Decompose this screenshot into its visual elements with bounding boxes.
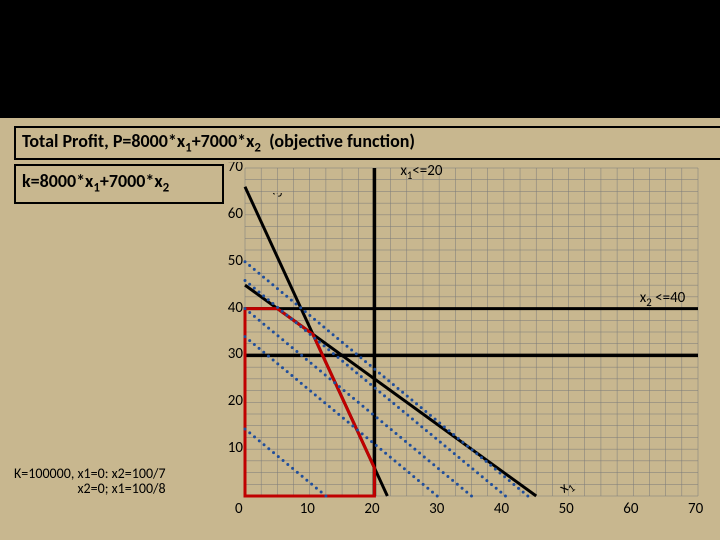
k-example-note: K=100000, x1=0: x2=100/7 x2=0; x1=100/8 <box>14 466 166 497</box>
k-example-line1: K=100000, x1=0: x2=100/7 <box>14 466 166 481</box>
k-example-line2: x2=0; x1=100/8 <box>14 481 166 496</box>
k-panel: k=8000*x1+7000*x2 <box>14 164 224 204</box>
objective-panel: Total Profit, P=8000*x1+7000*x2 (objecti… <box>14 126 720 160</box>
chart: 01020304050607010203040506070x1<=20x2 <=… <box>210 162 718 520</box>
objective-text: Total Profit, P=8000*x1+7000*x2 (objecti… <box>22 130 415 152</box>
k-text: k=8000*x1+7000*x2 <box>22 170 169 192</box>
title-bar <box>0 0 720 118</box>
